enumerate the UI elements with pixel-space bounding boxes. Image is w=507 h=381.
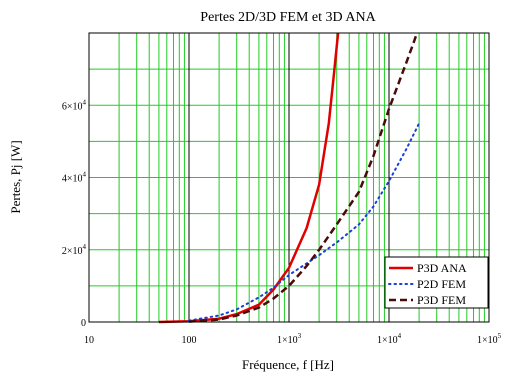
x-tick-label: 1×105 xyxy=(477,332,502,346)
x-tick-label: 100 xyxy=(182,335,197,346)
legend-label: P2D FEM xyxy=(417,277,466,291)
grid xyxy=(89,32,489,323)
series-line-p2d-fem xyxy=(188,122,421,322)
plot-frame xyxy=(88,32,490,323)
x-tick-label: 1×104 xyxy=(377,332,402,346)
y-tick-label: 2×104 xyxy=(62,243,87,257)
y-tick-label: 0 xyxy=(81,318,86,329)
x-tick-label: 10 xyxy=(84,335,94,346)
legend-label: P3D FEM xyxy=(417,293,466,307)
x-axis-label: Fréquence, f [Hz] xyxy=(242,357,334,372)
y-tick-label: 4×104 xyxy=(62,171,87,185)
y-axis-ticks: 0 2×104 4×104 6×104 xyxy=(62,98,87,329)
series-line-p3d-fem xyxy=(188,32,419,323)
y-axis-label: Pertes, Pj [W] xyxy=(8,140,23,213)
series-lines xyxy=(158,32,421,324)
chart-title: Pertes 2D/3D FEM et 3D ANA xyxy=(200,10,376,25)
y-tick-label: 6×104 xyxy=(62,98,87,112)
legend-label: P3D ANA xyxy=(417,261,467,275)
legend: P3D ANA P2D FEM P3D FEM xyxy=(384,256,489,309)
x-axis-ticks: 10 100 1×103 1×104 1×105 xyxy=(84,332,502,346)
x-tick-label: 1×103 xyxy=(277,332,302,346)
